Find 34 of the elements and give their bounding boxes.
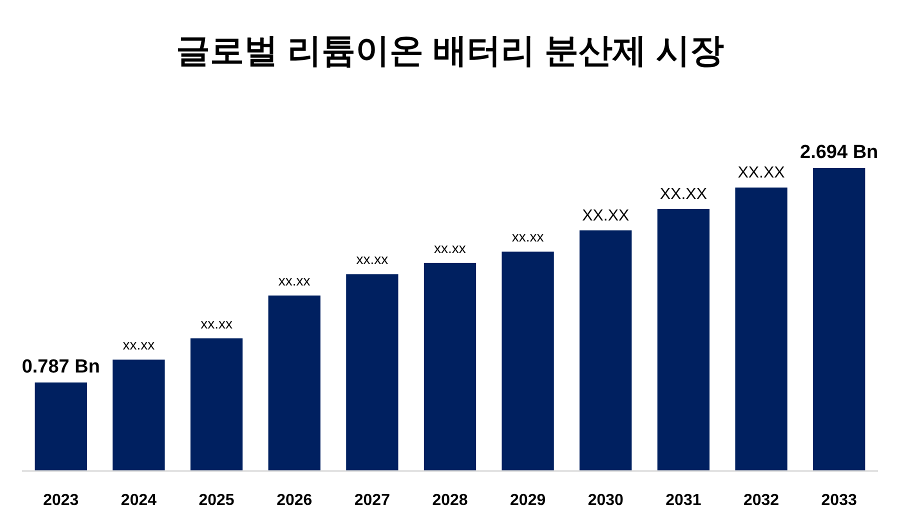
data-label: XX.XX (660, 186, 708, 203)
data-label: xx.xx (512, 228, 544, 245)
bar (657, 208, 710, 471)
x-tick-label: 2031 (666, 492, 702, 509)
x-tick-label: 2033 (821, 492, 857, 509)
x-tick-label: 2029 (510, 492, 546, 509)
data-label: XX.XX (582, 207, 630, 224)
data-label: xx.xx (278, 272, 310, 289)
data-label: 0.787 Bn (22, 356, 100, 378)
x-tick-label: 2030 (588, 492, 624, 509)
bar (190, 338, 243, 471)
data-label: XX.XX (738, 164, 786, 182)
x-tick-label: 2028 (432, 492, 468, 509)
bar (580, 230, 632, 471)
bar (502, 252, 554, 471)
bar (268, 296, 320, 471)
bar (735, 188, 788, 471)
x-tick-label: 2027 (354, 492, 390, 509)
bar (346, 274, 398, 471)
bar (424, 262, 476, 471)
data-label: xx.xx (200, 315, 232, 332)
data-label: xx.xx (356, 251, 388, 268)
bar (112, 360, 165, 471)
bar (34, 382, 87, 471)
data-label: xx.xx (434, 240, 466, 256)
x-tick-label: 2023 (43, 492, 79, 509)
x-tick-label: 2025 (198, 492, 234, 509)
data-label: xx.xx (122, 336, 155, 353)
data-label: 2.694 Bn (800, 142, 878, 163)
chart-title: 글로벌 리튬이온 배터리 분산제 시장 (176, 32, 724, 70)
bar (813, 168, 866, 471)
x-tick-label: 2032 (743, 492, 780, 509)
x-tick-label: 2024 (120, 492, 157, 509)
x-tick-label: 2026 (276, 492, 312, 509)
